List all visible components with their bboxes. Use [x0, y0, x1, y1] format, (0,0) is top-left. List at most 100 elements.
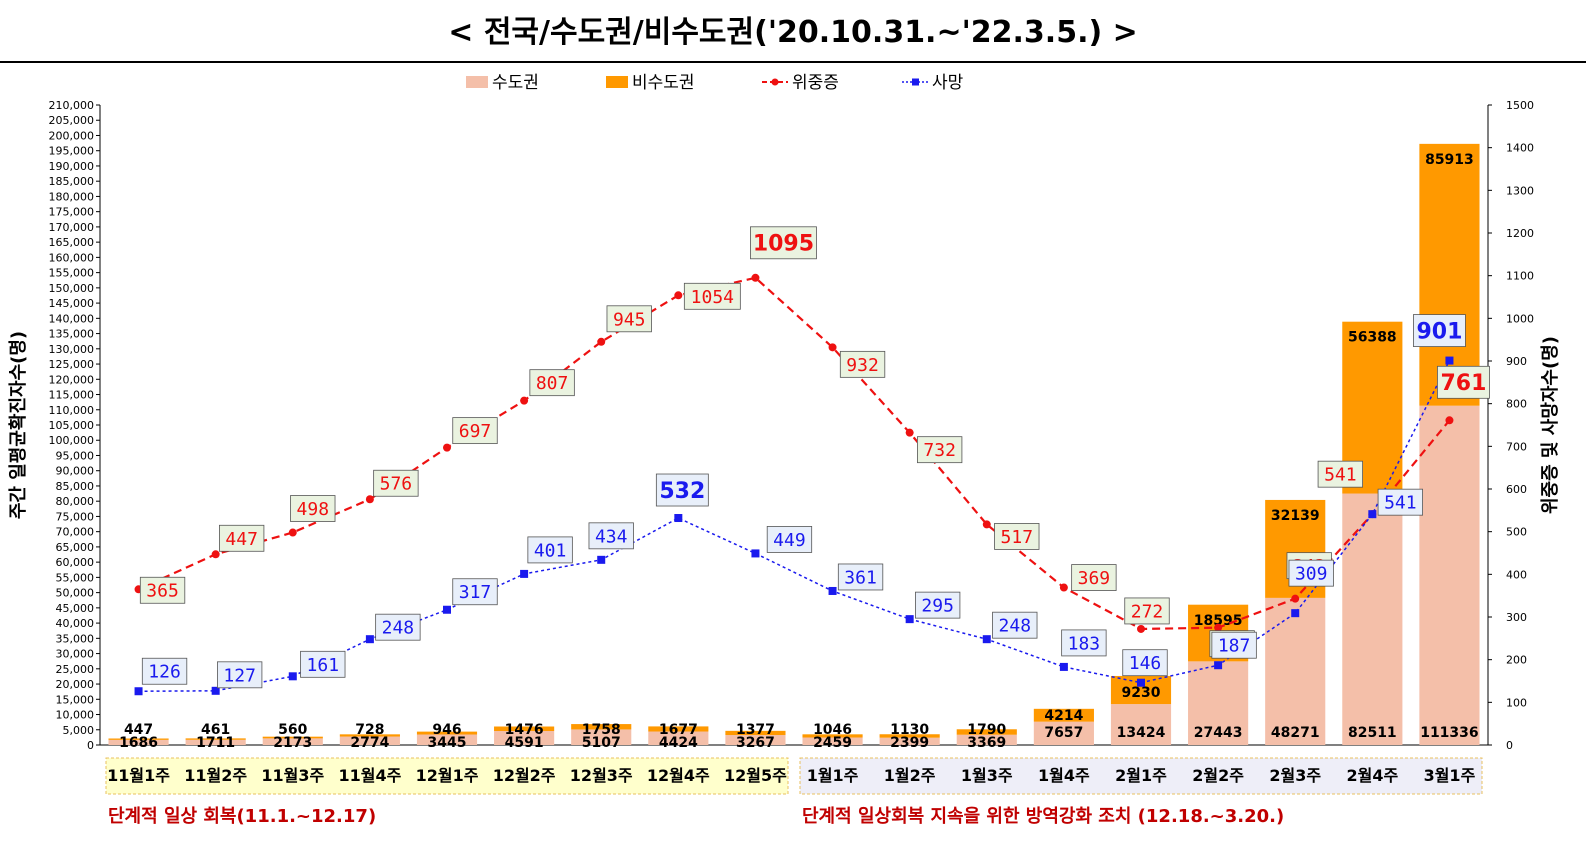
period-bg-1	[105, 757, 789, 795]
bar-capital	[108, 739, 169, 745]
point-death	[1291, 609, 1300, 618]
bar-noncapital	[262, 736, 323, 739]
label-severe-box	[452, 417, 498, 445]
right-tick-label: 800	[1506, 398, 1527, 411]
bar-label-capital: 13424	[1117, 725, 1166, 741]
bar-capital	[1265, 597, 1326, 745]
bar-label-noncapital: 1377	[736, 722, 775, 738]
label-death-box	[1122, 649, 1168, 677]
right-tick-label: 1300	[1506, 184, 1534, 197]
category-label: 1월4주	[1038, 766, 1090, 785]
bar-capital	[1033, 721, 1094, 745]
left-tick-label: 175,000	[49, 206, 95, 219]
bar-label-capital: 1711	[196, 735, 235, 751]
right-tick-label: 300	[1506, 611, 1527, 624]
label-severe: 945	[613, 309, 646, 330]
left-tick-label: 205,000	[49, 114, 95, 127]
label-severe: 932	[846, 355, 879, 376]
bar-noncapital	[725, 730, 786, 736]
left-tick-label: 165,000	[49, 236, 95, 249]
bar-label-noncapital: 728	[355, 722, 384, 738]
label-severe: 365	[146, 581, 179, 602]
bar-label-capital: 27443	[1194, 725, 1243, 741]
label-severe-box	[839, 350, 886, 378]
category-label: 2월4주	[1346, 766, 1398, 785]
left-tick-label: 50,000	[56, 587, 95, 600]
label-death-box	[992, 611, 1038, 639]
left-tick-label: 115,000	[49, 389, 95, 402]
category-label: 1월2주	[884, 766, 936, 785]
label-severe-box	[1317, 460, 1363, 488]
label-severe: 498	[297, 499, 330, 520]
point-death	[597, 555, 606, 564]
right-tick-label: 700	[1506, 440, 1527, 453]
left-tick-label: 125,000	[49, 358, 95, 371]
left-tick-label: 35,000	[56, 632, 95, 645]
point-severe	[751, 273, 760, 282]
category-label: 2월2주	[1192, 766, 1244, 785]
right-tick-label: 200	[1506, 654, 1527, 667]
left-tick-label: 30,000	[56, 648, 95, 661]
label-severe: 1095	[753, 232, 814, 257]
left-tick-label: 60,000	[56, 556, 95, 569]
bar-label-capital: 2399	[890, 735, 929, 751]
left-tick-label: 110,000	[49, 404, 95, 417]
period-label-1: 단계적 일상 회복(11.1.~12.17)	[108, 806, 376, 827]
bar-label-capital: 48271	[1271, 725, 1320, 741]
bar-labels: 1686447171146121735602774728344594645911…	[119, 152, 1479, 751]
label-death-box	[588, 522, 634, 550]
label-death: 434	[595, 526, 628, 547]
label-severe-box	[1437, 365, 1490, 399]
label-severe-box	[373, 469, 419, 497]
label-death: 361	[844, 567, 877, 588]
label-death-box	[375, 613, 421, 641]
bar-label-noncapital: 4214	[1044, 708, 1083, 724]
bar-noncapital	[108, 738, 169, 740]
bar-capital	[339, 736, 400, 745]
point-severe	[597, 337, 606, 346]
point-severe	[1445, 416, 1454, 425]
point-severe	[1059, 583, 1068, 592]
point-death	[674, 514, 683, 523]
bar-capital	[1110, 704, 1172, 745]
point-death	[134, 687, 143, 696]
bar-capital	[802, 737, 863, 745]
label-death: 401	[534, 540, 567, 561]
point-severe	[1214, 623, 1223, 632]
label-death: 126	[148, 662, 181, 683]
label-severe-box	[1124, 597, 1170, 625]
label-death-box	[527, 536, 573, 564]
point-severe	[828, 343, 837, 352]
point-death	[1214, 661, 1223, 670]
label-death-box	[1377, 488, 1423, 516]
point-death	[443, 605, 451, 614]
bar-label-capital: 3369	[967, 735, 1006, 751]
point-severe	[211, 550, 220, 559]
line-severe	[138, 276, 1451, 631]
left-tick-label: 160,000	[49, 251, 95, 264]
label-death: 127	[223, 665, 256, 686]
left-tick-label: 170,000	[49, 221, 95, 234]
point-death	[751, 549, 760, 558]
label-death: 532	[659, 479, 705, 504]
bar-noncapital	[339, 734, 400, 737]
left-tick-label: 130,000	[49, 343, 95, 356]
left-tick-label: 45,000	[56, 602, 95, 615]
right-tick-label: 0	[1506, 739, 1513, 752]
bar-noncapital	[416, 731, 478, 735]
label-death-box	[1061, 629, 1107, 657]
bar-noncapital	[879, 734, 940, 738]
period-bg-2	[799, 757, 1483, 795]
right-tick-label: 1000	[1506, 312, 1534, 325]
left-tick-label: 180,000	[49, 190, 95, 203]
point-severe	[1291, 594, 1300, 603]
bar-label-noncapital: 1476	[505, 722, 544, 738]
bar-noncapital	[802, 734, 863, 738]
point-severe	[982, 520, 991, 529]
left-tick-label: 5,000	[63, 724, 95, 737]
point-death	[211, 686, 220, 695]
label-death-box	[915, 591, 961, 619]
point-death	[1368, 510, 1377, 519]
bar-capital	[725, 735, 786, 745]
point-death	[905, 615, 914, 624]
